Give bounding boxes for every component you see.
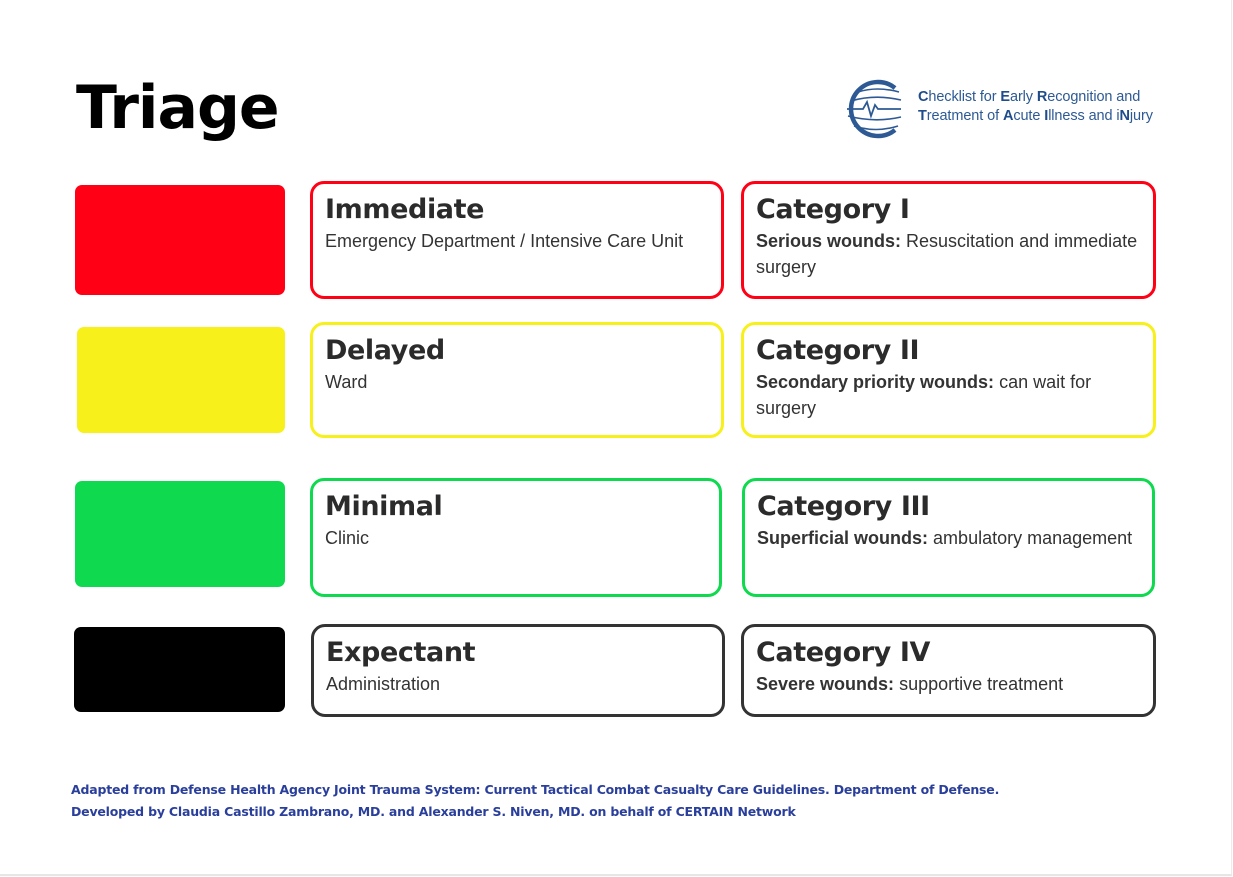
triage-color-green: [75, 481, 285, 587]
category-desc-text: Resuscitation and immediate surgery: [756, 231, 1138, 277]
triage-category-desc: Serious wounds: Resuscitation and immedi…: [756, 228, 1141, 280]
triage-category-card: Category II Secondary priority wounds: c…: [741, 322, 1156, 438]
logo-initial: T: [918, 108, 927, 124]
triage-color-black: [74, 627, 285, 712]
logo-initial: E: [1000, 89, 1010, 105]
triage-level-title: Minimal: [325, 491, 443, 522]
triage-category-title: Category II: [756, 335, 920, 366]
logo-initial: R: [1036, 89, 1048, 105]
triage-category-title: Category I: [756, 194, 910, 225]
triage-category-title: Category IV: [756, 637, 930, 668]
logo-initial: N: [1119, 108, 1130, 124]
footer-authors: Developed by Claudia Castillo Zambrano, …: [71, 804, 796, 819]
triage-level-title: Immediate: [325, 194, 485, 225]
page-title: Triage: [76, 73, 280, 143]
category-desc-text: ambulatory management: [933, 528, 1133, 548]
triage-category-card: Category I Serious wounds: Resuscitation…: [741, 181, 1156, 299]
category-desc-bold: Superficial wounds:: [757, 528, 929, 548]
triage-level-title: Expectant: [326, 637, 476, 668]
triage-level-desc: Ward: [325, 372, 368, 392]
triage-level-card: Minimal Clinic: [310, 478, 722, 597]
triage-level-title: Delayed: [325, 335, 445, 366]
certain-globe-icon: [847, 79, 902, 139]
triage-category-desc: Superficial wounds: ambulatory managemen…: [757, 525, 1140, 551]
triage-color-red: [75, 185, 285, 295]
logo-word: reatment of: [926, 108, 1003, 124]
triage-level-card: Expectant Administration: [311, 624, 725, 717]
category-desc-text: supportive treatment: [899, 674, 1064, 694]
logo-line-1: Checklist for Early Recognition and: [918, 88, 1153, 107]
logo-word: jury: [1129, 108, 1153, 124]
triage-category-card: Category III Superficial wounds: ambulat…: [742, 478, 1155, 597]
logo-initial: A: [1002, 108, 1014, 124]
triage-level-card: Immediate Emergency Department / Intensi…: [310, 181, 724, 299]
logo-word: arly: [1009, 89, 1037, 105]
category-desc-text: can wait for surgery: [756, 372, 1092, 418]
footer-credits: Adapted from Defense Health Agency Joint…: [71, 779, 999, 823]
triage-color-yellow: [77, 327, 285, 433]
category-desc-bold: Serious wounds:: [756, 231, 902, 251]
logo-initial: C: [918, 89, 929, 105]
triage-category-title: Category III: [757, 491, 930, 522]
logo-word: hecklist for: [928, 89, 1001, 105]
logo-text: Checklist for Early Recognition and Trea…: [918, 88, 1153, 126]
logo-word: cute: [1013, 108, 1045, 124]
triage-category-desc: Secondary priority wounds: can wait for …: [756, 369, 1141, 421]
logo-initial: I: [1044, 108, 1049, 124]
triage-level-desc: Administration: [326, 674, 441, 694]
triage-category-desc: Severe wounds: supportive treatment: [756, 671, 1141, 697]
logo-word: llness and i: [1048, 108, 1120, 124]
triage-level-card: Delayed Ward: [310, 322, 724, 438]
triage-category-card: Category IV Severe wounds: supportive tr…: [741, 624, 1156, 717]
logo-word: ecognition and: [1047, 89, 1141, 105]
triage-level-desc: Clinic: [325, 528, 370, 548]
triage-level-desc: Emergency Department / Intensive Care Un…: [325, 231, 684, 251]
category-desc-bold: Secondary priority wounds:: [756, 372, 995, 392]
category-desc-bold: Severe wounds:: [756, 674, 895, 694]
certain-logo: Checklist for Early Recognition and Trea…: [843, 78, 1173, 140]
logo-line-2: Treatment of Acute Illness and iNjury: [918, 107, 1153, 126]
footer-source: Adapted from Defense Health Agency Joint…: [71, 782, 1000, 797]
